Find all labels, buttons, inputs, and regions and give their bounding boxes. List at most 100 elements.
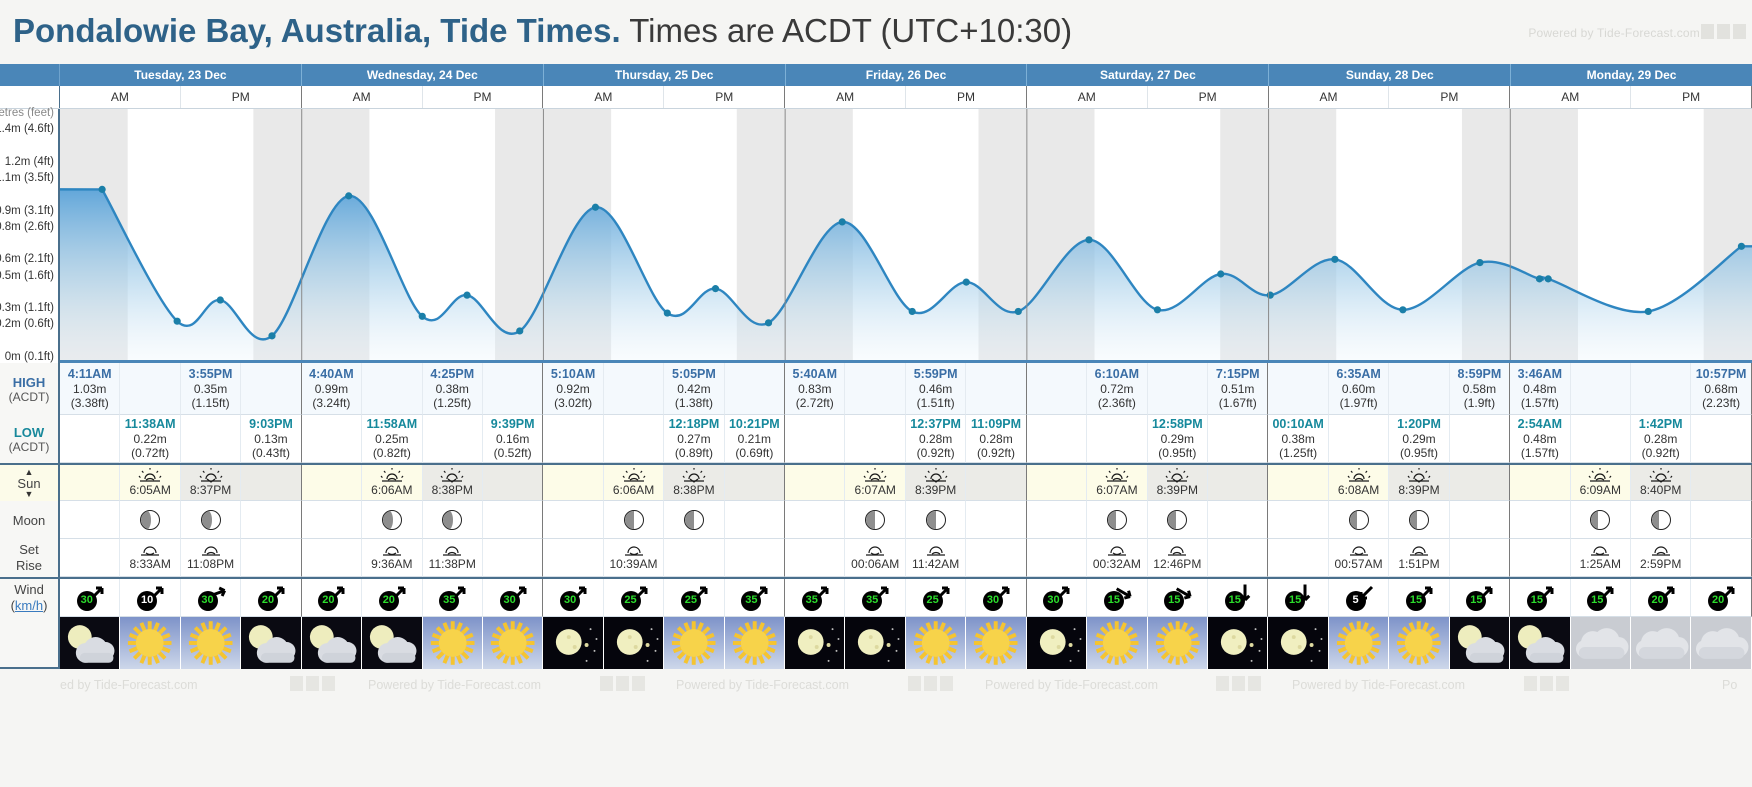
weather-cell — [905, 617, 967, 669]
tide-extreme-point[interactable] — [516, 327, 524, 335]
tide-extreme-point[interactable] — [463, 291, 471, 299]
high-tide-time: 6:10AM — [1094, 366, 1140, 381]
weather-cell — [120, 617, 181, 669]
wind-speed-value: 30 — [197, 590, 218, 611]
tide-extreme-point[interactable] — [418, 312, 426, 320]
wind-unit-link[interactable]: km/h — [14, 598, 44, 613]
sunset-icon — [199, 468, 222, 484]
sunset-icon — [924, 468, 948, 484]
footer-badges-2 — [600, 676, 645, 691]
low-tide-cell — [1087, 415, 1148, 463]
tide-extreme-point[interactable] — [1014, 307, 1022, 316]
sun-cell — [543, 465, 604, 501]
wind-cell: 15 — [1449, 579, 1511, 617]
sun-cell: 6:09AM — [1570, 465, 1631, 501]
tide-extreme-point[interactable] — [591, 203, 600, 211]
day-header-label: Friday, 26 Dec — [865, 68, 947, 82]
tide-extreme-point[interactable] — [1331, 255, 1339, 263]
moon-setrise-cell — [724, 539, 786, 577]
high-tide-height-ft: (3.02ft) — [554, 395, 593, 410]
sun-cell: 8:39PM — [1389, 465, 1450, 501]
low-tide-height-ft: (0.95ft) — [1399, 445, 1438, 460]
footer-badge — [632, 676, 645, 691]
moonrise-time: 2:59PM — [1640, 557, 1682, 572]
weather-icon-cloudy — [1630, 617, 1691, 669]
day-header-1[interactable]: Wednesday, 24 Dec — [302, 64, 544, 86]
wind-speed-value: 30 — [560, 590, 581, 611]
weather-cell — [724, 617, 786, 669]
high-tide-height-ft: (1.97ft) — [1339, 395, 1378, 410]
moon-phase-icon — [1106, 509, 1127, 530]
tide-extreme-point[interactable] — [838, 218, 846, 226]
moon-setrise-cell — [1449, 539, 1511, 577]
sun-cell — [482, 465, 544, 501]
day-header-0[interactable]: Tuesday, 23 Dec — [60, 64, 302, 86]
tide-extreme-point[interactable] — [908, 307, 916, 316]
wind-badge: 5 — [1344, 585, 1374, 611]
tide-extreme-point[interactable] — [1544, 275, 1552, 283]
footer-badge — [1216, 676, 1229, 691]
tide-extreme-point[interactable] — [663, 309, 671, 317]
tide-extreme-point[interactable] — [1476, 259, 1484, 267]
wind-badge: 35 — [860, 585, 890, 611]
low-tide-cell — [1328, 415, 1390, 463]
sunrise-icon — [380, 468, 404, 483]
wind-cell: 35 — [422, 579, 483, 617]
tide-extreme-point[interactable] — [216, 296, 224, 304]
high-tide-time: 4:11AM — [67, 366, 112, 381]
tide-extreme-point[interactable] — [268, 332, 276, 340]
day-header-5[interactable]: Sunday, 28 Dec — [1269, 64, 1512, 86]
tide-extreme-point[interactable] — [98, 185, 106, 193]
high-tide-height-ft: (1.57ft) — [1520, 395, 1559, 410]
low-tide-time: 1:20PM — [1397, 416, 1441, 431]
wind-speed-value: 15 — [1526, 590, 1547, 611]
wind-cell: 35 — [845, 579, 906, 617]
tide-extreme-point[interactable] — [1737, 242, 1746, 250]
tide-extreme-point[interactable] — [962, 278, 970, 286]
tide-extreme-point[interactable] — [1217, 270, 1225, 278]
day-header-label: Saturday, 27 Dec — [1099, 68, 1196, 82]
tide-extreme-point[interactable] — [173, 317, 181, 325]
sun-cell: 6:06AM — [603, 465, 665, 501]
tide-extreme-point[interactable] — [345, 192, 353, 200]
day-header-3[interactable]: Friday, 26 Dec — [786, 64, 1028, 86]
weather-cell — [664, 617, 725, 669]
sun-cell — [1268, 465, 1329, 501]
wind-badge: 35 — [437, 585, 467, 611]
y-axis-unit-label: metres (feet) — [0, 107, 54, 119]
tide-extreme-point[interactable] — [1085, 236, 1093, 244]
moon-phase-icon — [381, 509, 402, 530]
wind-badge: 15 — [1223, 584, 1253, 611]
low-tide-label-tz: (ACDT) — [8, 439, 50, 454]
weather-row-label — [0, 617, 60, 669]
moonset-icon — [1591, 546, 1610, 557]
low-tide-cells: 11:38AM 0.22m (0.72ft) 9:03PM 0.13m (0.43ft) 1… — [60, 415, 1752, 463]
sunset-arrow-icon: ▼ — [24, 488, 34, 499]
day-header-4[interactable]: Saturday, 27 Dec — [1027, 64, 1270, 86]
tide-extreme-point[interactable] — [1535, 275, 1544, 283]
tide-extreme-point[interactable] — [764, 319, 773, 327]
day-header-6[interactable]: Monday, 29 Dec — [1511, 64, 1752, 86]
day-header-2[interactable]: Thursday, 25 Dec — [544, 64, 786, 86]
tide-extreme-point[interactable] — [1399, 306, 1407, 314]
tide-extreme-point[interactable] — [711, 285, 720, 293]
high-tide-time: 5:05PM — [672, 366, 716, 381]
moon-setrise-cell: 9:36AM — [362, 539, 423, 577]
page-title: Pondalowie Bay, Australia, Tide Times. T… — [13, 12, 1072, 50]
sunset-time: 8:39PM — [914, 483, 957, 498]
low-tide-time: 11:58AM — [366, 416, 418, 431]
weather-cell — [60, 617, 121, 669]
high-tide-time: 3:46AM — [1517, 366, 1563, 381]
low-tide-time: 00:10AM — [1272, 416, 1324, 431]
weather-cell — [1570, 617, 1631, 669]
footer-credit-2: Powered by Tide-Forecast.com — [368, 678, 541, 692]
wind-badge: 30 — [558, 585, 588, 611]
low-tide-time: 9:03PM — [249, 416, 293, 431]
tide-extreme-point[interactable] — [1153, 306, 1162, 314]
y-axis-tick-7: 0.3m (1.1ft) — [0, 302, 54, 315]
tide-extreme-point[interactable] — [1266, 291, 1274, 299]
y-axis-tick-2: 1.1m (3.5ft) — [0, 171, 54, 184]
tide-extreme-point[interactable] — [1644, 307, 1652, 316]
low-tide-cell — [60, 415, 121, 463]
moon-phase-cell — [1510, 501, 1571, 539]
